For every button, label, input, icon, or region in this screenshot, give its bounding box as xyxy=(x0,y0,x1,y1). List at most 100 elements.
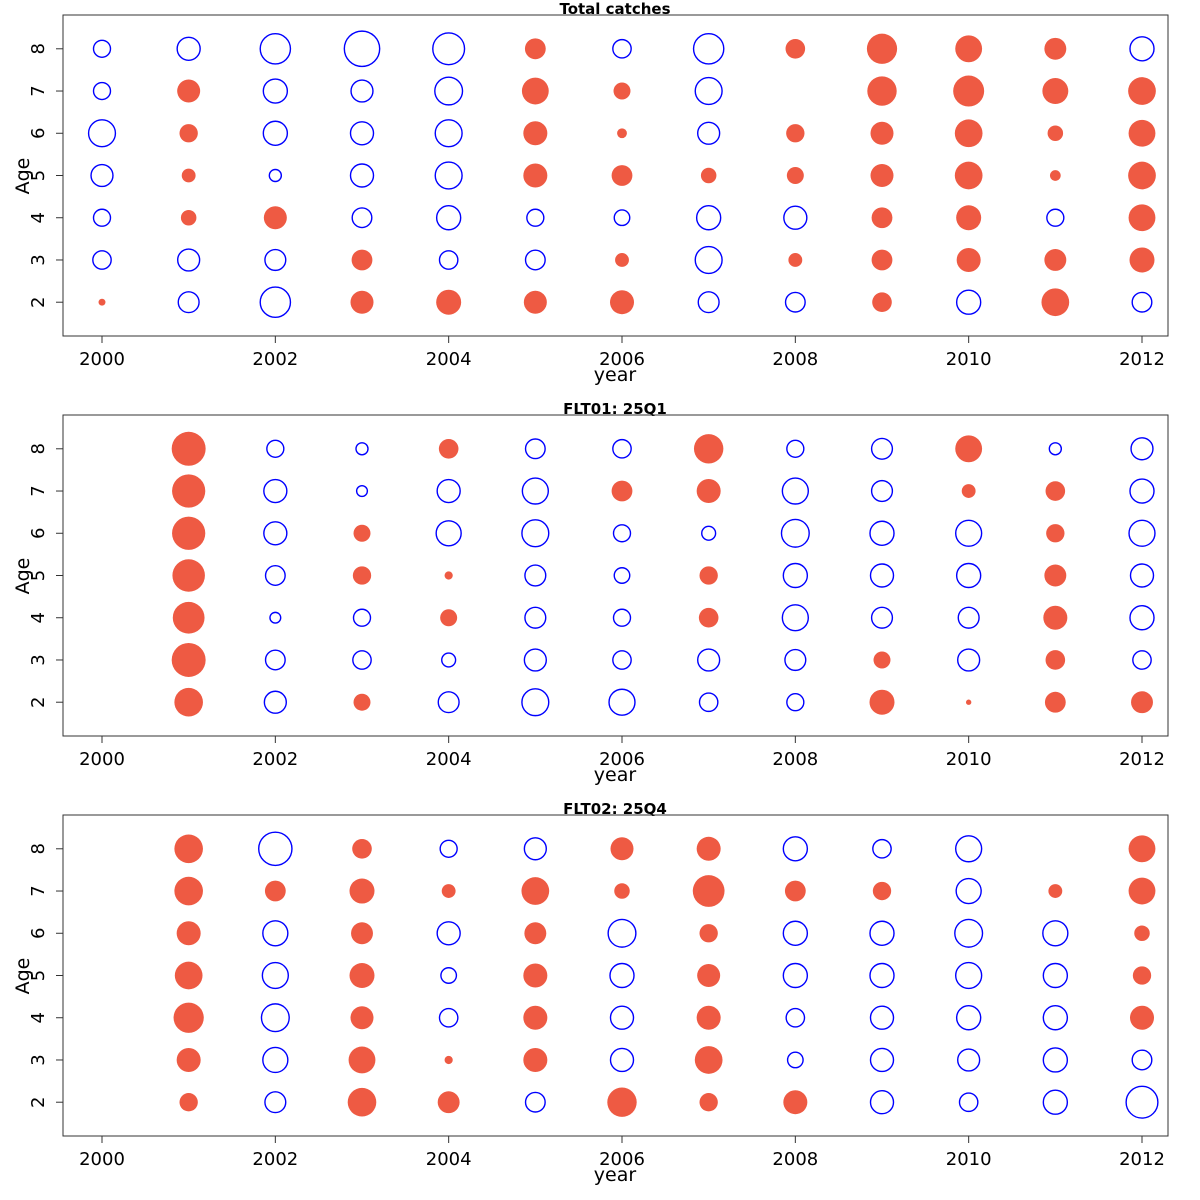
bubble-positive xyxy=(869,689,895,715)
bubble-positive xyxy=(697,964,721,987)
bubble-positive xyxy=(1045,650,1066,670)
bubble-positive xyxy=(521,877,550,905)
y-tick-label: 5 xyxy=(28,170,49,181)
bubble-positive xyxy=(871,207,893,229)
bubble-negative xyxy=(1128,519,1156,547)
x-tick-label: 2004 xyxy=(426,349,472,370)
bubble-positive xyxy=(523,163,548,188)
y-tick-label: 3 xyxy=(28,1054,49,1065)
bubble-negative xyxy=(434,119,463,148)
bubble-positive xyxy=(607,1087,637,1117)
bubble-positive xyxy=(1129,247,1155,273)
bubble-negative xyxy=(1042,1089,1069,1115)
bubble-negative xyxy=(954,961,983,990)
bubble-negative xyxy=(524,564,547,587)
bubble-positive xyxy=(700,167,717,184)
bubble-negative xyxy=(262,120,289,146)
bubble-negative xyxy=(869,563,895,588)
bubble-positive xyxy=(955,435,983,463)
bubble-positive xyxy=(786,124,805,143)
x-tick-label: 2000 xyxy=(79,1149,125,1170)
bubble-negative xyxy=(261,961,290,990)
bubble-negative xyxy=(954,918,984,948)
bubble-positive xyxy=(174,687,203,717)
bubble-positive xyxy=(956,205,982,231)
bubble-negative xyxy=(613,567,631,584)
y-tick-label: 3 xyxy=(28,654,49,665)
bubble-negative xyxy=(343,30,381,68)
bubble-positive xyxy=(1044,691,1066,713)
bubble-negative xyxy=(349,121,375,146)
bubble-negative xyxy=(786,1051,804,1069)
bubble-negative xyxy=(440,967,458,984)
bubble-negative xyxy=(609,1005,635,1030)
bubble-positive xyxy=(1046,524,1065,543)
bubble-positive xyxy=(955,35,983,63)
bubble-positive xyxy=(1128,119,1156,147)
bubble-positive xyxy=(349,963,375,988)
bubble-positive xyxy=(352,838,372,859)
bubble-positive xyxy=(1128,204,1156,232)
bubble-positive xyxy=(693,434,724,464)
x-tick-label: 2002 xyxy=(252,1149,298,1170)
bubble-negative xyxy=(869,920,895,946)
bubble-positive xyxy=(698,607,719,628)
x-tick-label: 2010 xyxy=(946,349,992,370)
bubble-positive xyxy=(1128,161,1156,190)
bubble-positive xyxy=(353,693,371,711)
panel-flt01: FLT01: 25Q1 year Age 2000 2002 2004 2006 200… xyxy=(12,400,1169,786)
bubble-positive xyxy=(956,247,981,272)
bubble-positive xyxy=(179,124,198,143)
bubble-negative xyxy=(435,205,462,231)
bubble-positive xyxy=(350,290,374,314)
bubble-positive xyxy=(174,961,203,990)
bubble-positive xyxy=(171,431,206,466)
bubble-positive xyxy=(613,82,631,100)
bubble-positive xyxy=(263,206,287,230)
bubble-negative xyxy=(268,168,283,183)
bubble-negative xyxy=(264,248,287,272)
bubble-positive xyxy=(788,253,803,267)
bubble-negative xyxy=(780,518,810,548)
bubble-positive xyxy=(264,880,286,902)
bubble-negative xyxy=(958,1092,979,1113)
bubble-negative xyxy=(177,291,200,314)
bubble-negative xyxy=(869,1005,895,1030)
bubble-positive xyxy=(617,128,627,139)
y-axis-title: Age xyxy=(12,958,34,995)
bubble-negative xyxy=(87,119,117,148)
bubble-negative xyxy=(434,76,464,106)
bubble-positive xyxy=(436,289,462,315)
bubble-positive xyxy=(172,516,206,550)
bubble-negative xyxy=(607,918,637,948)
bubble-negative xyxy=(92,250,112,270)
bubble-positive xyxy=(692,875,725,907)
bubble-positive xyxy=(351,922,373,945)
y-tick-label: 7 xyxy=(28,885,49,896)
bubble-positive xyxy=(954,119,983,148)
bubble-positive xyxy=(699,566,718,585)
panel-title: FLT02: 25Q4 xyxy=(563,800,667,818)
bubble-negative xyxy=(1048,442,1063,456)
bubble-negative xyxy=(957,606,980,629)
bubble-negative xyxy=(434,161,463,190)
bubble-positive xyxy=(1048,884,1063,898)
bubble-negative xyxy=(781,604,810,632)
bubble-negative xyxy=(957,648,981,672)
bubble-positive xyxy=(440,609,458,627)
bubble-negative xyxy=(350,79,374,103)
x-axis-title: year xyxy=(594,1164,637,1186)
bubble-negative xyxy=(523,648,547,672)
bubble-negative xyxy=(1132,650,1152,670)
x-tick-label: 2008 xyxy=(772,749,818,770)
bubble-negative xyxy=(1131,291,1153,313)
y-tick-label: 5 xyxy=(28,970,49,981)
bubble-positive xyxy=(614,883,630,899)
bubble-negative xyxy=(612,608,632,627)
y-tick-label: 3 xyxy=(28,254,49,265)
bubble-negative xyxy=(177,248,201,272)
bubble-negative xyxy=(262,920,289,947)
bubble-positive xyxy=(965,699,972,705)
bubble-negative xyxy=(782,962,809,989)
bubble-positive xyxy=(441,884,456,898)
